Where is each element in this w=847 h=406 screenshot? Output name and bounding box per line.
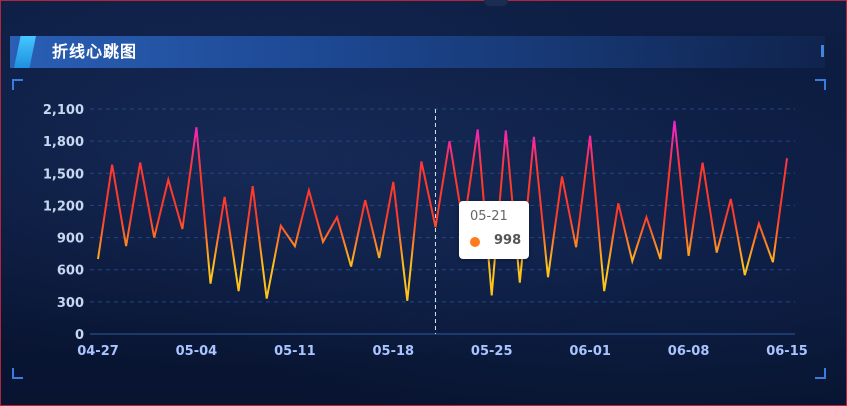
top-notch xyxy=(484,0,508,6)
x-tick-label: 05-04 xyxy=(176,344,218,359)
x-tick-label: 05-18 xyxy=(372,344,414,359)
y-tick-label: 300 xyxy=(57,296,84,311)
x-tick-label: 04-27 xyxy=(77,344,119,359)
x-tick-label: 06-01 xyxy=(569,344,611,359)
series-line xyxy=(97,120,788,301)
x-tick-label: 05-25 xyxy=(471,344,513,359)
y-tick-label: 1,500 xyxy=(43,167,84,182)
y-tick-label: 0 xyxy=(75,328,84,343)
corner-bracket-top-right xyxy=(815,79,826,90)
corner-bracket-bottom-right xyxy=(815,368,826,379)
panel-title: 折线心跳图 xyxy=(52,42,138,61)
panel-header xyxy=(10,36,825,68)
tooltip-series-dot xyxy=(470,237,480,247)
y-tick-label: 900 xyxy=(57,232,84,247)
tooltip-value: 998 xyxy=(494,233,522,248)
y-tick-label: 2,100 xyxy=(43,103,84,118)
header-accent-stripe xyxy=(14,36,36,68)
x-tick-label: 06-15 xyxy=(766,344,808,359)
x-tick-label: 05-11 xyxy=(274,344,316,359)
header-end-marker xyxy=(821,45,824,57)
tooltip-date: 05-21 xyxy=(470,209,508,224)
y-tick-label: 1,800 xyxy=(43,135,84,150)
y-tick-label: 600 xyxy=(57,264,84,279)
corner-bracket-bottom-left xyxy=(12,368,23,379)
corner-bracket-top-left xyxy=(12,79,23,90)
x-tick-label: 06-08 xyxy=(668,344,710,359)
y-tick-label: 1,200 xyxy=(43,199,84,214)
chart-tooltip: 05-21 998 xyxy=(459,201,529,259)
